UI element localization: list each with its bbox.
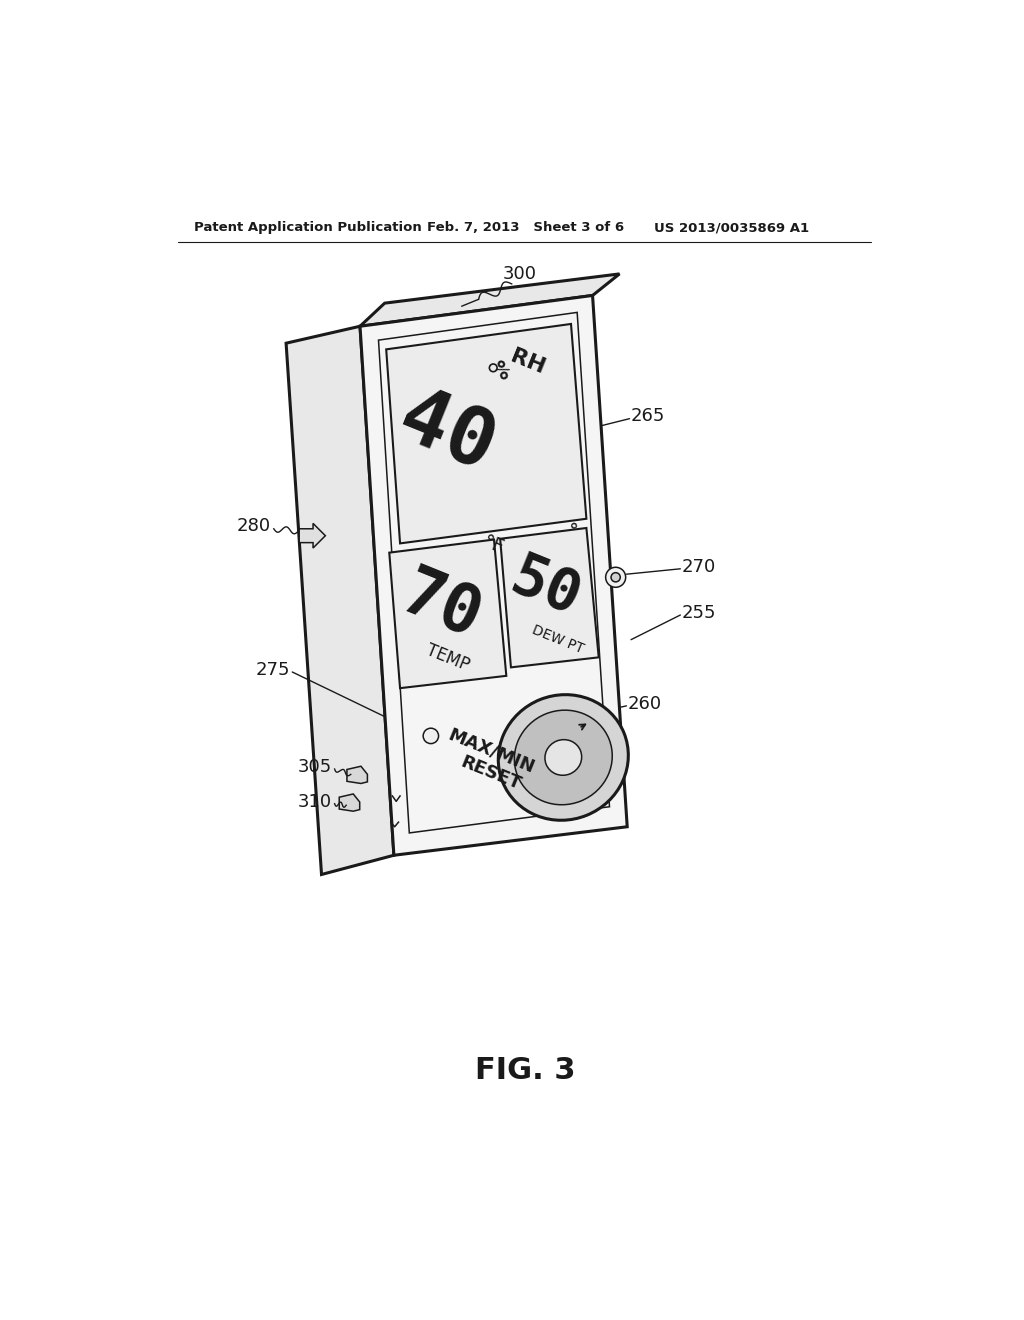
Polygon shape [299,524,326,548]
Text: 300: 300 [503,265,537,282]
Text: MAX/MIN: MAX/MIN [445,726,537,777]
Text: 275: 275 [255,661,290,678]
Polygon shape [347,766,368,784]
Polygon shape [386,323,587,544]
Text: DEW PT: DEW PT [530,623,586,656]
Text: °: ° [563,520,580,541]
Polygon shape [286,326,394,874]
Text: %: % [490,358,513,385]
Text: Feb. 7, 2013   Sheet 3 of 6: Feb. 7, 2013 Sheet 3 of 6 [427,222,625,234]
Text: 70: 70 [392,561,492,652]
Text: 265: 265 [631,408,666,425]
Text: 280: 280 [237,517,270,536]
Text: 40: 40 [387,380,506,488]
Ellipse shape [514,710,612,805]
Polygon shape [339,793,359,812]
Text: RESET: RESET [458,752,524,793]
Text: 310: 310 [298,793,333,810]
Text: RH: RH [508,346,548,378]
Text: Patent Application Publication: Patent Application Publication [194,222,422,234]
Polygon shape [360,275,620,326]
Polygon shape [500,528,599,668]
Text: 305: 305 [298,758,333,776]
Text: US 2013/0035869 A1: US 2013/0035869 A1 [654,222,809,234]
Ellipse shape [499,694,629,820]
Circle shape [605,568,626,587]
Text: TEMP: TEMP [424,640,472,675]
Text: 50: 50 [503,549,590,627]
Polygon shape [360,296,628,855]
Text: °F: °F [479,532,506,557]
Text: FIG. 3: FIG. 3 [474,1056,575,1085]
Text: 255: 255 [682,603,717,622]
Text: 260: 260 [628,694,663,713]
Circle shape [611,573,621,582]
Text: 270: 270 [682,557,716,576]
Polygon shape [389,540,506,688]
Circle shape [423,729,438,743]
Ellipse shape [545,739,582,775]
